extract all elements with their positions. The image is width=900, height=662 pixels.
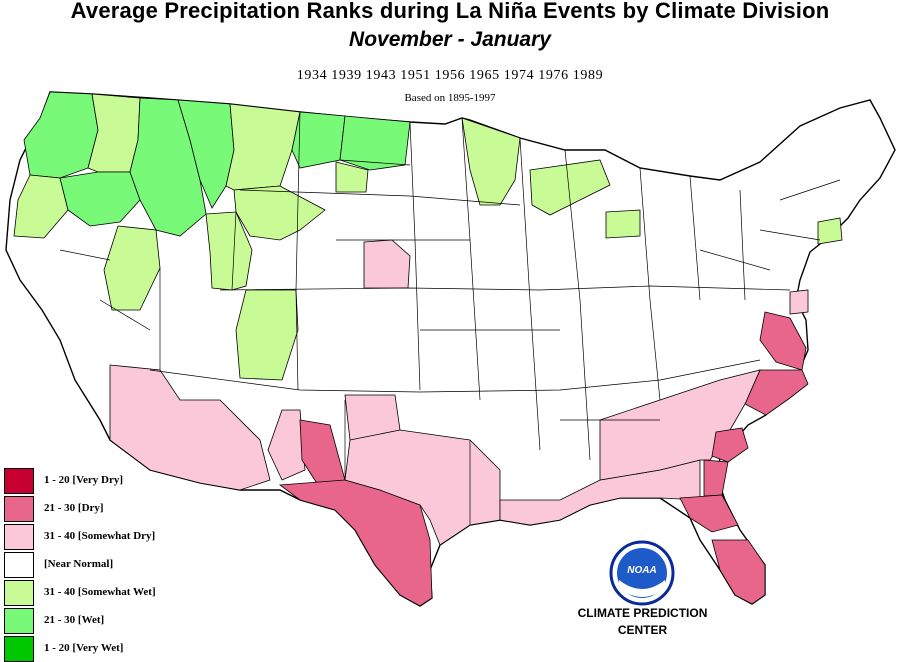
logo-fill xyxy=(617,548,667,598)
legend-item-somewhat-dry: 31 - 40 [Somewhat Dry] xyxy=(4,524,224,550)
legend-swatch xyxy=(4,524,34,550)
ct-somewhat-wet xyxy=(817,217,843,245)
map-title: Average Precipitation Ranks during La Ni… xyxy=(70,0,830,23)
nd-north-wet xyxy=(339,115,411,171)
logo-wave xyxy=(619,580,665,597)
legend-label: 31 - 40 [Somewhat Dry] xyxy=(44,530,156,542)
legend-label: 21 - 30 [Dry] xyxy=(44,502,104,514)
legend-swatch xyxy=(4,580,34,606)
legend-label: 1 - 20 [Very Wet] xyxy=(44,642,124,654)
legend-swatch xyxy=(4,468,34,494)
or-central-wet xyxy=(59,171,141,227)
nv-north-somewhat-wet xyxy=(103,225,161,311)
tx-central-somewhat-dry xyxy=(344,429,501,546)
logo-text: NOAA xyxy=(627,565,656,576)
legend-swatch xyxy=(4,496,34,522)
ut-co-somewhat-wet xyxy=(205,211,253,291)
legend-swatch xyxy=(4,608,34,634)
fl-south-dry xyxy=(711,539,766,605)
noaa-logo-icon: NOAA xyxy=(609,540,675,606)
mi-lower-somewhat-wet xyxy=(605,209,641,239)
years-line: 1934 1939 1943 1951 1956 1965 1974 1976 … xyxy=(296,68,604,83)
map-subtitle: November - January xyxy=(349,28,551,51)
legend-label: 31 - 40 [Somewhat Wet] xyxy=(44,586,156,598)
legend-item-near-normal: [Near Normal] xyxy=(4,552,224,578)
legend-label: 1 - 20 [Very Dry] xyxy=(44,474,124,486)
legend-label: 21 - 30 [Wet] xyxy=(44,614,105,626)
wy-somewhat-wet xyxy=(233,185,326,241)
nj-somewhat-dry xyxy=(789,289,809,315)
legend-item-very-wet: 1 - 20 [Very Wet] xyxy=(4,636,224,662)
wa-west-wet xyxy=(23,91,99,179)
basis-line: Based on 1895-1997 xyxy=(404,92,496,104)
legend-swatch xyxy=(4,636,34,662)
mt-northeast-wet xyxy=(291,111,346,169)
legend-item-wet: 21 - 30 [Wet] xyxy=(4,608,224,634)
legend-item-very-dry: 1 - 20 [Very Dry] xyxy=(4,468,224,494)
nd-south-somewhat-wet xyxy=(335,161,369,193)
wi-mi-somewhat-wet xyxy=(529,159,611,216)
agency-name-line1: CLIMATE PREDICTION xyxy=(577,606,708,620)
legend-swatch xyxy=(4,552,34,578)
agency-name-line2: CENTER xyxy=(617,623,668,637)
legend-item-somewhat-wet: 31 - 40 [Somewhat Wet] xyxy=(4,580,224,606)
southwest-somewhat-dry xyxy=(109,364,271,491)
fl-north-dry xyxy=(679,494,739,533)
ga-coast-dry xyxy=(703,459,729,497)
nm-east-somewhat-dry xyxy=(267,409,306,481)
division-borders xyxy=(59,111,841,525)
sc-dry xyxy=(711,427,749,463)
legend-label: [Near Normal] xyxy=(44,558,114,570)
legend-item-dry: 21 - 30 [Dry] xyxy=(4,496,224,522)
